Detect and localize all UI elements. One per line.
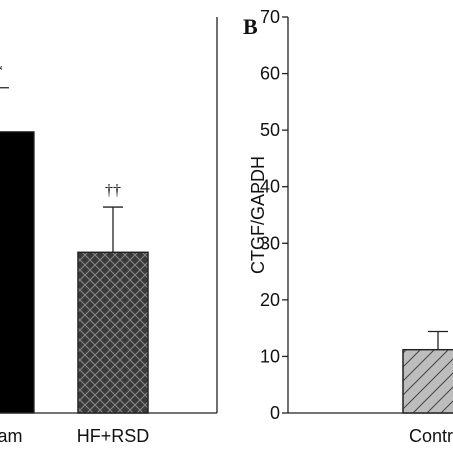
y-tick-label: 70 (260, 7, 280, 27)
bar (0, 131, 35, 414)
y-tick-label: 0 (270, 403, 280, 423)
annotation: * (0, 63, 3, 80)
annotation: †† (105, 182, 121, 199)
y-axis-label: CTGF/GAPDH (248, 156, 268, 274)
y-tick-label: 30 (260, 233, 280, 253)
y-tick-label: 40 (260, 177, 280, 197)
y-tick-label: 10 (260, 346, 280, 366)
panel-label: B (243, 14, 258, 39)
x-tick-label: Sham (0, 426, 23, 446)
bar (402, 348, 453, 414)
y-tick-label: 60 (260, 64, 280, 84)
x-tick-label: HF+RSD (77, 426, 150, 446)
y-tick-label: 20 (260, 290, 280, 310)
x-tick-label: Control (409, 426, 453, 446)
bar (77, 251, 149, 414)
y-tick-label: 50 (260, 120, 280, 140)
